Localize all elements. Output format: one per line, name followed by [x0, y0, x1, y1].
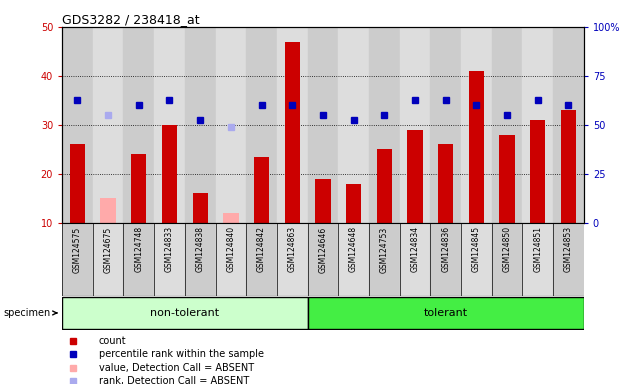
- Bar: [62, 223, 93, 296]
- Bar: [430, 27, 461, 223]
- Text: GDS3282 / 238418_at: GDS3282 / 238418_at: [62, 13, 200, 26]
- Text: GSM124850: GSM124850: [502, 227, 512, 273]
- Text: percentile rank within the sample: percentile rank within the sample: [99, 349, 264, 359]
- Bar: [553, 27, 584, 223]
- Text: rank, Detection Call = ABSENT: rank, Detection Call = ABSENT: [99, 376, 249, 384]
- Bar: [185, 27, 215, 223]
- Bar: [469, 71, 484, 223]
- Bar: [530, 120, 545, 223]
- Bar: [430, 223, 461, 296]
- Text: GSM124836: GSM124836: [441, 227, 450, 273]
- Text: non-tolerant: non-tolerant: [150, 308, 219, 318]
- Bar: [553, 223, 584, 296]
- Bar: [400, 223, 430, 296]
- Bar: [124, 27, 154, 223]
- Bar: [215, 27, 246, 223]
- Bar: [315, 179, 330, 223]
- Bar: [438, 144, 453, 223]
- Bar: [307, 27, 338, 223]
- Text: GSM124648: GSM124648: [349, 227, 358, 273]
- Bar: [131, 154, 147, 223]
- Text: GSM124575: GSM124575: [73, 227, 82, 273]
- Bar: [376, 149, 392, 223]
- Bar: [215, 223, 246, 296]
- Bar: [561, 110, 576, 223]
- Bar: [70, 144, 85, 223]
- Text: GSM124853: GSM124853: [564, 227, 573, 273]
- Bar: [369, 27, 400, 223]
- Bar: [193, 194, 208, 223]
- Text: GSM124675: GSM124675: [104, 227, 112, 273]
- Bar: [522, 223, 553, 296]
- Bar: [284, 41, 300, 223]
- Text: GSM124753: GSM124753: [380, 227, 389, 273]
- Bar: [223, 213, 238, 223]
- Bar: [154, 223, 185, 296]
- Bar: [338, 223, 369, 296]
- Bar: [62, 27, 93, 223]
- Text: GSM124845: GSM124845: [472, 227, 481, 273]
- Text: tolerant: tolerant: [424, 308, 468, 318]
- Bar: [522, 27, 553, 223]
- Bar: [246, 27, 277, 223]
- Text: GSM124748: GSM124748: [134, 227, 143, 273]
- Text: specimen: specimen: [3, 308, 57, 318]
- Bar: [307, 223, 338, 296]
- Bar: [154, 27, 185, 223]
- Text: GSM124834: GSM124834: [410, 227, 419, 273]
- Bar: [101, 198, 116, 223]
- Bar: [461, 27, 492, 223]
- Bar: [277, 27, 307, 223]
- Bar: [246, 223, 277, 296]
- Bar: [346, 184, 361, 223]
- Text: GSM124863: GSM124863: [288, 227, 297, 273]
- Bar: [162, 125, 177, 223]
- Text: count: count: [99, 336, 126, 346]
- Text: GSM124838: GSM124838: [196, 227, 205, 272]
- Bar: [407, 130, 423, 223]
- Bar: [124, 223, 154, 296]
- Text: GSM124646: GSM124646: [319, 227, 327, 273]
- Bar: [338, 27, 369, 223]
- Bar: [492, 223, 522, 296]
- FancyBboxPatch shape: [307, 297, 584, 328]
- FancyBboxPatch shape: [62, 297, 307, 328]
- Text: GSM124833: GSM124833: [165, 227, 174, 273]
- Bar: [93, 223, 124, 296]
- Bar: [492, 27, 522, 223]
- Bar: [499, 135, 515, 223]
- Bar: [461, 223, 492, 296]
- Bar: [400, 27, 430, 223]
- Bar: [277, 223, 307, 296]
- Text: GSM124840: GSM124840: [227, 227, 235, 273]
- Bar: [93, 27, 124, 223]
- Text: value, Detection Call = ABSENT: value, Detection Call = ABSENT: [99, 363, 254, 373]
- Bar: [185, 223, 215, 296]
- Text: GSM124851: GSM124851: [533, 227, 542, 272]
- Bar: [254, 157, 270, 223]
- Text: GSM124842: GSM124842: [257, 227, 266, 272]
- Bar: [369, 223, 400, 296]
